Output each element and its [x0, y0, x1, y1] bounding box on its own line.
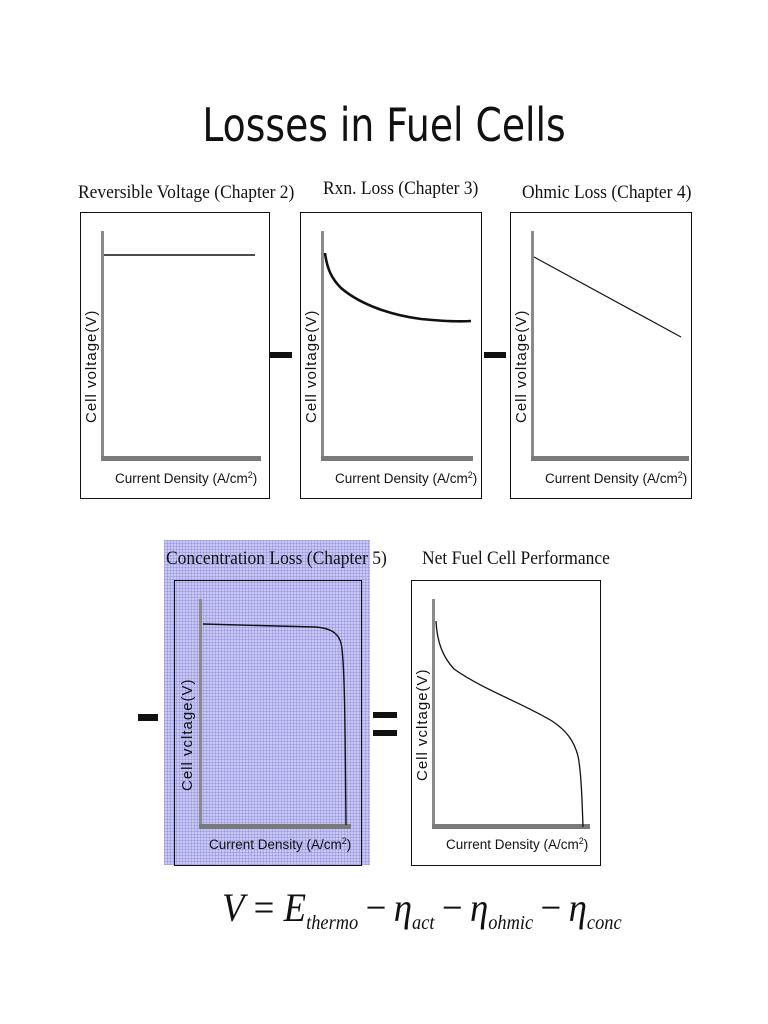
y-axis: [101, 231, 104, 459]
x-axis-label: Current Density (A/cm2): [115, 470, 258, 486]
minus-operator-2: [484, 352, 506, 358]
selection-highlight: [164, 540, 370, 865]
y-axis: [531, 231, 534, 459]
y-axis: [432, 599, 435, 827]
panel-title-concentration: Concentration Loss (Chapter 5): [166, 548, 387, 569]
net-performance-curve: [435, 620, 584, 828]
minus-operator-3: [138, 714, 158, 721]
panel-title-net: Net Fuel Cell Performance: [422, 548, 610, 569]
minus-operator-1: [270, 352, 292, 358]
panel-net: Cell vcltage(V) Current Density (A/cm2): [411, 580, 601, 866]
panel-title-ohmic: Ohmic Loss (Chapter 4): [522, 182, 692, 203]
panel-rxn: Cell voltage(V) Current Density (A/cm2): [300, 212, 482, 499]
concentration-loss-curve: [202, 623, 347, 826]
panel-ohmic: Cell voltage(V) Current Density (A/cm2): [510, 212, 692, 499]
activation-loss-curve: [323, 252, 472, 323]
reversible-voltage-curve: [104, 254, 255, 256]
x-axis: [321, 456, 473, 461]
x-axis-label: Current Density (A/cm2): [545, 470, 688, 486]
x-axis-label: Current Density (A/cm2): [209, 836, 352, 852]
page-title: Losses in Fuel Cells: [202, 98, 566, 152]
ohmic-loss-curve: [533, 256, 682, 338]
panel-reversible: Cell voltage(V) Current Density (A/cm2): [80, 212, 270, 499]
equals-operator-bottom: [373, 730, 397, 736]
panel-concentration: Cell vcltage(V) Current Density (A/cm2): [174, 580, 362, 866]
x-axis: [199, 824, 351, 829]
equals-operator-top: [373, 712, 397, 718]
panel-title-rxn: Rxn. Loss (Chapter 3): [323, 178, 479, 199]
x-axis: [531, 456, 689, 461]
x-axis-label: Current Density (A/cm2): [335, 470, 478, 486]
y-axis: [321, 231, 324, 459]
voltage-equation: V = Ethermo − ηact − ηohmic − ηconc: [222, 885, 622, 934]
x-axis-label: Current Density (A/cm2): [446, 836, 589, 852]
x-axis: [101, 456, 261, 461]
x-axis: [432, 824, 590, 829]
y-axis: [199, 599, 202, 827]
panel-title-reversible: Reversible Voltage (Chapter 2): [78, 182, 295, 203]
